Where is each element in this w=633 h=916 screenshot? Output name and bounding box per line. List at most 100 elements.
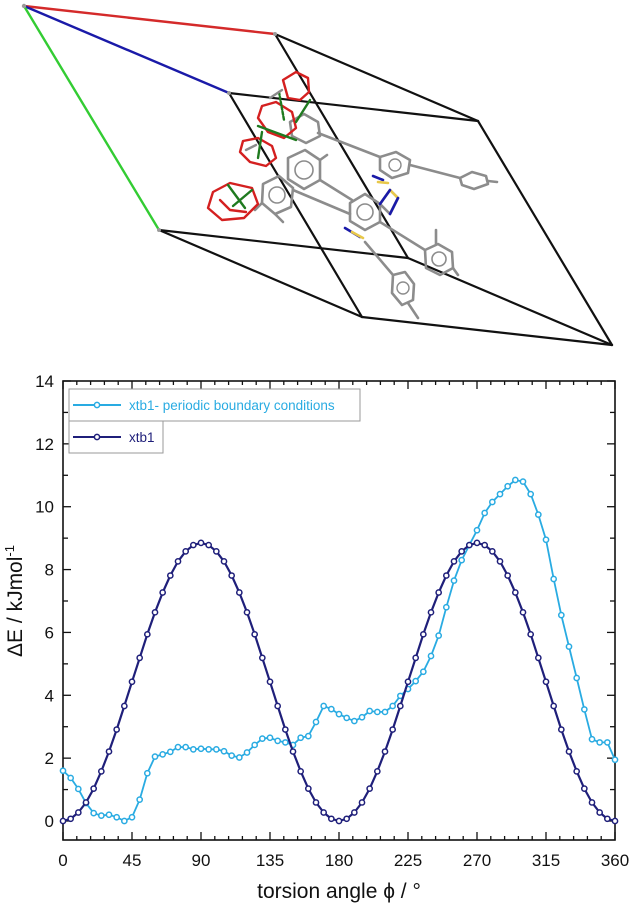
x-tick-label: 225 (394, 851, 422, 870)
data-point (534, 511, 542, 518)
data-series (59, 476, 619, 825)
data-point (151, 608, 159, 616)
data-point (458, 556, 466, 564)
data-point (450, 577, 458, 584)
data-point (350, 717, 358, 725)
data-point (220, 747, 228, 755)
data-point (151, 753, 159, 760)
y-axis-title: ΔE / kJmol-1 (2, 545, 27, 657)
data-point (189, 541, 197, 549)
data-point (450, 558, 458, 565)
data-point (588, 799, 596, 806)
data-point (381, 748, 389, 755)
crystal-structure-panel (21, 3, 614, 347)
data-point (274, 737, 282, 745)
data-point (281, 726, 289, 733)
data-point (143, 769, 151, 777)
data-point (373, 708, 381, 716)
data-point (427, 652, 435, 660)
data-point (197, 539, 205, 547)
legend-label: xtb1 (129, 430, 155, 445)
data-point (174, 743, 182, 751)
data-point (243, 608, 251, 616)
data-point (304, 732, 312, 740)
data-point (442, 572, 450, 579)
data-point (534, 654, 542, 662)
data-point (243, 749, 251, 756)
data-point (481, 541, 489, 549)
data-point (97, 812, 105, 820)
data-point (174, 558, 182, 565)
data-point (511, 476, 519, 484)
data-point (197, 745, 205, 753)
data-point (128, 813, 136, 821)
data-point (412, 654, 420, 662)
data-point (251, 630, 259, 638)
data-point (312, 799, 320, 806)
data-point (228, 572, 236, 579)
data-point (312, 718, 320, 726)
data-point (481, 509, 489, 517)
data-point (504, 572, 512, 579)
cell-axis-b (22, 4, 231, 95)
data-point (542, 678, 550, 686)
data-point (527, 490, 535, 498)
data-point (488, 547, 496, 555)
data-point (304, 785, 312, 792)
cell-axis-c (22, 4, 161, 232)
data-point (519, 608, 527, 616)
data-point (565, 643, 573, 650)
data-point (358, 799, 366, 806)
data-point (281, 739, 289, 746)
data-point (550, 702, 558, 710)
data-point (136, 796, 144, 803)
x-tick-label: 90 (192, 851, 211, 870)
data-point (82, 799, 90, 806)
data-point (251, 741, 259, 749)
data-point (427, 608, 435, 616)
data-point (573, 767, 581, 775)
data-point (573, 674, 581, 682)
data-point (128, 678, 136, 686)
data-point (435, 589, 443, 596)
data-point (519, 478, 527, 485)
data-point (335, 710, 343, 718)
data-point (557, 611, 565, 619)
y-tick-label: 0 (45, 812, 54, 831)
data-point (120, 817, 128, 825)
data-point (258, 735, 266, 743)
x-tick-label: 180 (325, 851, 353, 870)
data-point (90, 785, 98, 792)
data-point (557, 726, 565, 733)
plot-axes: 0 45 90 135 180 225 270 315 360 0 2 4 6 8 10 12 14 (35, 372, 629, 870)
data-point (90, 809, 98, 817)
data-point (205, 745, 213, 753)
data-point (105, 811, 113, 819)
legend-item: xtb1 (68, 420, 164, 454)
data-point (297, 767, 305, 775)
data-point (235, 589, 243, 596)
data-point (588, 735, 596, 743)
y-tick-label: 14 (35, 372, 54, 391)
data-point (504, 482, 512, 490)
data-point (228, 752, 236, 759)
data-point (611, 817, 619, 825)
data-point (373, 767, 381, 775)
unit-cell (21, 3, 614, 347)
y-tick-label: 6 (45, 623, 54, 642)
legend-label: xtb1- periodic boundary conditions (129, 398, 335, 413)
data-point (473, 526, 481, 534)
data-point (580, 785, 588, 792)
data-point (220, 558, 228, 565)
data-point (59, 767, 67, 775)
x-tick-label: 315 (532, 851, 560, 870)
data-point (603, 815, 611, 823)
data-point (358, 713, 366, 721)
data-point (266, 678, 274, 686)
chart-legend: xtb1- periodic boundary conditions xtb1 (68, 388, 361, 454)
x-axis-title: torsion angle ϕ / ° (257, 880, 421, 903)
x-tick-label: 45 (123, 851, 142, 870)
data-point (159, 589, 167, 596)
data-point (404, 678, 412, 686)
data-point (327, 705, 335, 713)
